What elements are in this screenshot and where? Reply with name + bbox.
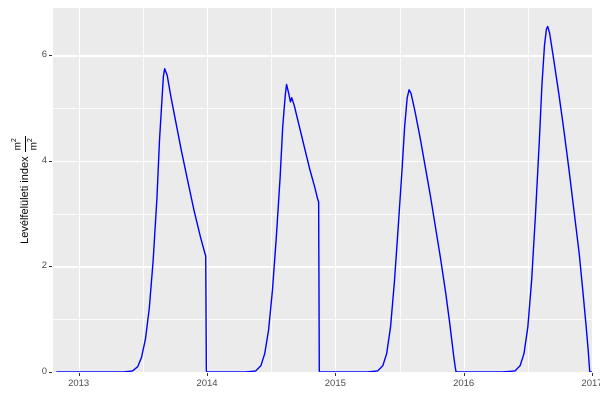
- unit-denominator: m2: [26, 138, 39, 151]
- gridline-x-major: [78, 8, 80, 372]
- y-tick-mark: [49, 372, 52, 373]
- x-tick-mark: [592, 373, 593, 376]
- y-axis-title: Levélfelületi index m2 m2: [10, 8, 40, 372]
- y-tick-label: 4: [41, 154, 47, 166]
- y-tick-mark: [49, 266, 52, 268]
- x-tick-label: 2017: [581, 378, 600, 389]
- y-tick-mark: [49, 55, 52, 57]
- gridline-x-major: [335, 8, 337, 372]
- y-tick-label: 0: [41, 366, 47, 377]
- x-tick-mark: [335, 373, 337, 376]
- data-series-line: [56, 25, 592, 372]
- plot-panel: [53, 8, 592, 372]
- x-tick-label: 2014: [196, 378, 218, 389]
- gridline-x-major: [207, 8, 209, 372]
- gridline-y-minor: [53, 108, 592, 109]
- gridline-x-minor: [142, 8, 144, 372]
- gridline-x-minor: [527, 8, 529, 372]
- x-tick-mark: [463, 373, 465, 376]
- x-tick-label: 2013: [68, 378, 90, 389]
- gridline-x-minor: [399, 8, 401, 372]
- y-tick-mark: [49, 160, 52, 162]
- gridline-x-major: [463, 8, 465, 372]
- gridline-y-major: [53, 266, 592, 268]
- y-axis-unit-fraction: m2 m2: [11, 136, 39, 153]
- gridline-y-major: [53, 55, 592, 57]
- series-polyline: [56, 25, 592, 372]
- gridline-y-minor: [53, 319, 592, 320]
- x-tick-mark: [78, 373, 80, 376]
- x-tick-mark: [207, 373, 208, 376]
- gridline-x-minor: [271, 8, 272, 372]
- gridline-y-major: [53, 160, 592, 163]
- gridline-y-minor: [53, 213, 592, 215]
- unit-numerator: m2: [11, 138, 24, 151]
- y-tick-label: 2: [41, 260, 47, 272]
- y-axis-title-text: Levélfelületi index: [19, 156, 31, 244]
- x-tick-label: 2015: [324, 378, 346, 389]
- y-tick-label: 6: [41, 49, 47, 61]
- x-tick-label: 2016: [453, 378, 475, 389]
